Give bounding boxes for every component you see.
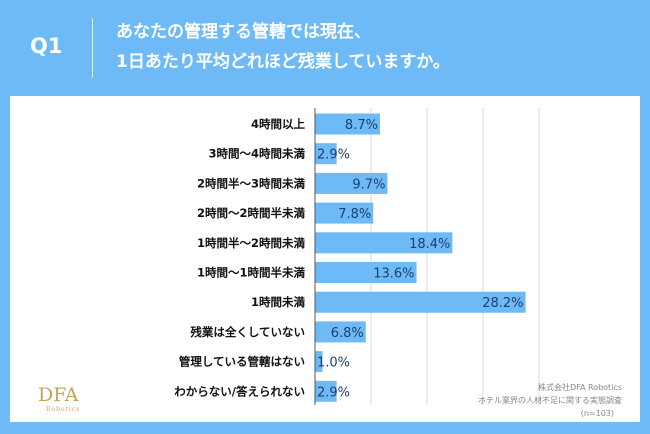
header-divider [92,18,93,78]
category-label: 2時間〜2時間半未満 [197,206,306,220]
category-label: 1時間未満 [251,295,306,309]
value-label: 13.6% [373,267,414,282]
source-note: 株式会社DFA Robotics ホテル業界の人材不足に関する実態調査 (n=103… [478,381,622,420]
sample-size: (n=103) [580,409,614,418]
title-line-2: 1日あたり平均どれほど残業していますか。 [116,52,450,72]
bar [315,202,374,224]
logo-name: DFA [38,384,79,406]
category-label: 1時間半〜2時間未満 [197,236,306,250]
bar [315,321,366,343]
value-label: 1.0% [317,356,350,371]
bar [315,113,380,135]
value-label: 2.9% [317,148,350,163]
title-line-1: あなたの管理する管轄では現在、 [116,22,371,42]
source-survey: ホテル業界の人材不足に関する実態調査 [478,396,622,405]
category-label: 残業は全くしていない [190,325,305,339]
bar [315,172,388,194]
category-label: 管理している管轄はない [179,355,305,369]
value-label: 8.7% [345,118,378,133]
category-label: 3時間〜4時間未満 [208,147,305,161]
value-label: 7.8% [338,207,371,222]
bar [315,291,526,313]
bar [315,143,337,165]
bar [315,232,453,254]
value-label: 28.2% [482,296,523,311]
category-label: わからない/答えられない [174,384,305,398]
source-company: 株式会社DFA Robotics [537,383,622,392]
question-title: あなたの管理する管轄では現在、 1日あたり平均どれほど残業していますか。 [116,17,450,77]
category-label: 4時間以上 [251,117,306,131]
bar [315,262,417,283]
value-label: 6.8% [331,326,364,341]
logo-sub: Robotics [46,406,81,413]
question-number: Q1 [30,34,63,58]
dfa-logo: DFA Robotics [20,384,80,413]
bar [315,351,323,373]
value-label: 2.9% [317,385,350,400]
category-label: 2時間半〜3時間未満 [197,176,306,190]
category-label: 1時間〜1時間半未満 [197,266,306,280]
value-label: 18.4% [409,237,450,252]
value-label: 9.7% [352,177,385,192]
bar [315,380,337,402]
